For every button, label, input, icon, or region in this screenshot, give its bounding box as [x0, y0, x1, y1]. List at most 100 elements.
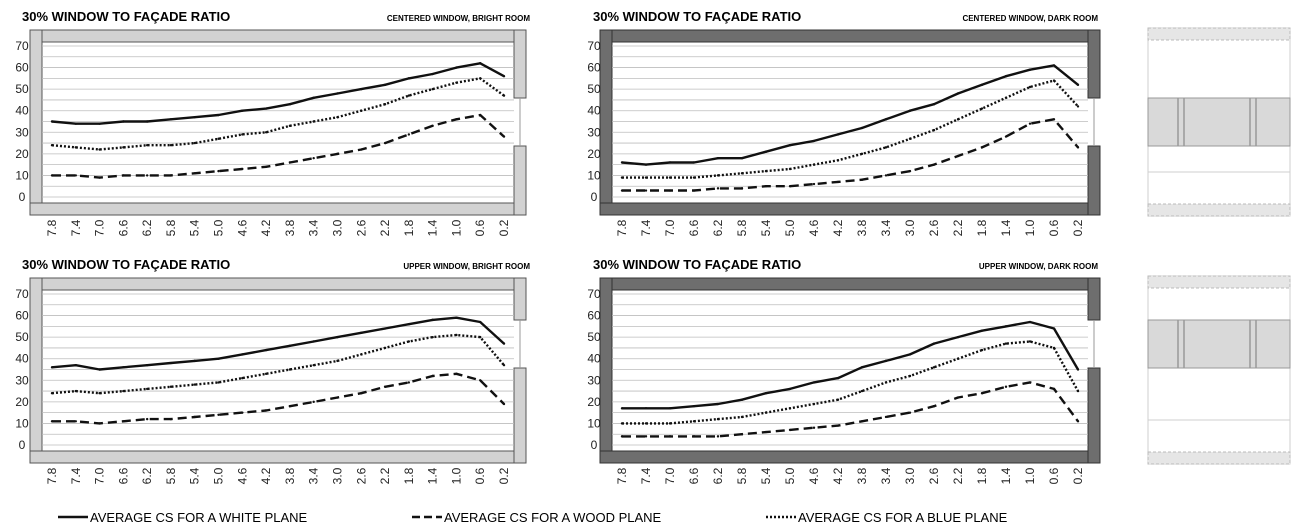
- y-tick-label: 10: [587, 416, 601, 430]
- x-tick-label: 4.6: [807, 219, 821, 236]
- x-tick-label: 4.6: [235, 467, 249, 484]
- data-point-dotted: [360, 353, 363, 356]
- data-point-solid: [74, 363, 77, 367]
- y-tick-label: 70: [15, 287, 29, 301]
- data-point-dotted: [812, 163, 816, 166]
- y-tick-label: 10: [587, 168, 601, 182]
- y-tick-label: 10: [15, 168, 29, 182]
- series-line-dashed: [622, 118, 1079, 192]
- chart-subtitle: CENTERED WINDOW, DARK ROOM: [962, 14, 1098, 23]
- facade-diagram-upper-window: [1147, 275, 1291, 465]
- chart-subtitle: CENTERED WINDOW, BRIGHT ROOM: [387, 14, 530, 23]
- x-tick-label: 2.2: [951, 219, 965, 236]
- data-point-solid: [122, 366, 125, 369]
- data-point-dotted: [908, 137, 912, 140]
- data-point-dashed: [98, 176, 101, 179]
- data-point-dotted: [644, 422, 648, 425]
- x-tick-label: 4.2: [259, 219, 273, 236]
- data-point-dotted: [74, 389, 77, 393]
- data-point-solid: [692, 161, 696, 164]
- data-point-solid: [716, 156, 720, 160]
- data-point-dotted: [145, 387, 149, 391]
- x-tick-label: 3.4: [307, 219, 321, 236]
- x-tick-label: 6.6: [116, 467, 130, 484]
- series-line-solid: [51, 316, 505, 371]
- data-point-solid: [169, 361, 173, 365]
- data-point-dotted: [620, 422, 624, 425]
- x-tick-label: 5.8: [164, 219, 178, 236]
- x-tick-label: 4.6: [235, 219, 249, 236]
- x-tick-label: 5.0: [212, 219, 226, 236]
- x-tick-label: 3.0: [330, 467, 344, 484]
- legend-item-white-plane: AVERAGE CS FOR A WHITE PLANE: [58, 510, 308, 525]
- data-point-dotted: [288, 368, 292, 371]
- data-point-dashed: [644, 435, 648, 438]
- x-tick-label: 3.4: [879, 467, 893, 484]
- x-tick-label: 5.0: [783, 467, 797, 484]
- data-point-dashed: [740, 187, 744, 190]
- x-tick-label: 1.8: [975, 467, 989, 484]
- y-tick-label: 60: [587, 309, 601, 323]
- data-point-dotted: [407, 340, 411, 343]
- data-point-solid: [288, 103, 292, 106]
- x-tick-label: 0.6: [473, 219, 487, 236]
- data-point-dashed: [932, 404, 936, 408]
- data-point-solid: [884, 118, 888, 121]
- data-point-dotted: [764, 411, 768, 414]
- y-tick-label: 20: [587, 147, 601, 161]
- data-point-dashed: [692, 435, 696, 438]
- data-point-solid: [336, 335, 339, 339]
- data-point-dashed: [455, 372, 458, 376]
- data-point-solid: [241, 353, 244, 356]
- y-tick-label: 40: [15, 104, 29, 118]
- data-point-dotted: [716, 174, 720, 177]
- data-point-solid: [668, 407, 672, 410]
- x-tick-label: 2.6: [354, 467, 368, 484]
- data-point-dashed: [145, 174, 149, 177]
- data-point-solid: [407, 323, 411, 326]
- x-tick-label: 3.4: [879, 219, 893, 236]
- data-point-dashed: [620, 189, 624, 192]
- x-tick-label: 1.8: [402, 219, 416, 236]
- data-point-dotted: [431, 335, 434, 339]
- data-point-dotted: [407, 94, 411, 97]
- x-tick-label: 0.2: [1071, 219, 1085, 236]
- facade-diagram-centered-window: [1147, 27, 1291, 217]
- y-tick-label: 50: [587, 82, 601, 96]
- data-point-dotted: [764, 169, 768, 173]
- data-point-dashed: [1004, 385, 1008, 388]
- x-tick-label: 2.2: [378, 467, 392, 484]
- y-tick-label: 50: [15, 330, 29, 344]
- y-tick-label: 50: [587, 330, 601, 344]
- x-tick-label: 7.8: [45, 467, 59, 484]
- y-tick-label: 20: [587, 395, 601, 409]
- data-point-solid: [407, 77, 411, 80]
- data-point-solid: [1028, 320, 1032, 324]
- x-tick-label: 5.4: [759, 467, 773, 484]
- data-point-solid: [360, 87, 363, 91]
- data-point-dashed: [1052, 118, 1056, 121]
- data-point-dashed: [169, 174, 173, 177]
- data-point-solid: [644, 407, 648, 410]
- data-point-dotted: [360, 109, 363, 112]
- data-point-dashed: [122, 174, 125, 177]
- data-point-dashed: [502, 135, 506, 138]
- data-point-dashed: [812, 182, 816, 186]
- data-point-dashed: [193, 172, 196, 175]
- data-point-dashed: [288, 404, 292, 408]
- data-point-dotted: [383, 346, 387, 350]
- data-point-dashed: [122, 420, 125, 423]
- data-point-dashed: [1076, 420, 1080, 423]
- data-point-solid: [1076, 83, 1080, 87]
- x-tick-label: 3.8: [855, 219, 869, 236]
- data-point-dotted: [692, 420, 696, 423]
- x-tick-label: 4.6: [807, 467, 821, 484]
- x-tick-label: 3.0: [903, 467, 917, 484]
- y-tick-label: 0: [591, 190, 598, 204]
- data-point-dotted: [836, 159, 840, 162]
- data-point-dotted: [908, 374, 912, 378]
- data-point-solid: [788, 144, 792, 147]
- y-tick-label: 70: [15, 39, 29, 53]
- data-point-dotted: [716, 417, 720, 421]
- x-tick-label: 1.4: [999, 219, 1013, 236]
